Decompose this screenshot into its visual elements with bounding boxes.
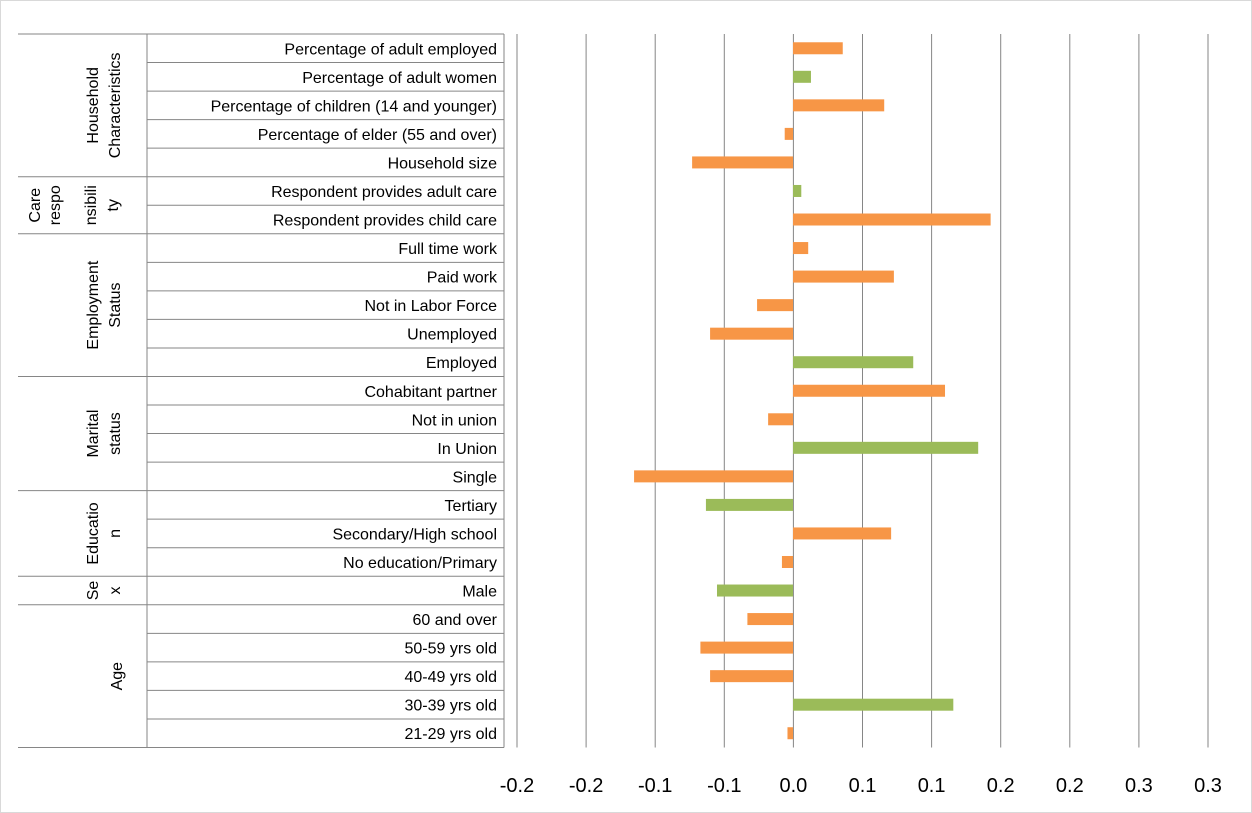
group-labels: Household Characteristics Care respo nsibili… [27, 52, 126, 690]
bar-21 [700, 641, 793, 654]
bar-1 [793, 70, 811, 83]
category-label: Tertiary [445, 498, 497, 515]
bar-12 [793, 384, 946, 397]
category-label: Secondary/High school [332, 526, 497, 543]
group-label: Care [27, 188, 44, 223]
group-label: Age [109, 662, 126, 691]
bar-3 [784, 127, 793, 140]
bar-16 [705, 498, 793, 511]
category-label: Unemployed [407, 327, 497, 344]
x-tick-label: -0.1 [707, 775, 741, 797]
category-label: Paid work [427, 270, 498, 287]
group-label: n [107, 529, 124, 538]
x-tick-label: 0.2 [987, 775, 1015, 797]
x-tick-label: 0.2 [1056, 775, 1084, 797]
group-label: x [107, 587, 124, 595]
group-label: Marital [85, 410, 102, 458]
category-label: In Union [437, 441, 497, 458]
category-label: Household size [388, 155, 498, 172]
group-label: Household [85, 67, 102, 144]
category-label: Not in union [412, 412, 497, 429]
bar-19 [716, 584, 793, 597]
x-tick-label: 0.3 [1194, 775, 1222, 797]
bars [634, 42, 991, 740]
category-label: Percentage of adult women [302, 70, 497, 87]
group-label: ty [105, 199, 122, 211]
group-label: Characteristics [107, 52, 124, 158]
category-label: Percentage of elder (55 and over) [258, 127, 497, 144]
bar-13 [768, 413, 793, 426]
x-tick-label: 0.0 [779, 775, 807, 797]
category-label: Percentage of adult employed [284, 41, 497, 58]
category-label: 40-49 yrs old [405, 669, 498, 686]
gridlines [516, 34, 1209, 748]
category-label: Male [462, 584, 497, 601]
x-tick-label: -0.2 [569, 775, 603, 797]
category-label: Full time work [398, 241, 498, 258]
group-label: nsibili [83, 185, 100, 225]
category-label: No education/Primary [343, 555, 497, 572]
group-label: Status [107, 282, 124, 327]
category-label: 50-59 yrs old [405, 641, 498, 658]
category-label: Cohabitant partner [364, 384, 497, 401]
x-tick-label: 0.3 [1125, 775, 1153, 797]
bar-4 [692, 156, 793, 169]
bar-23 [793, 698, 954, 711]
bar-7 [793, 242, 809, 255]
bar-14 [793, 441, 979, 454]
category-label: 21-29 yrs old [405, 726, 498, 743]
x-tick-label: -0.1 [638, 775, 672, 797]
category-label: Not in Labor Force [364, 298, 497, 315]
bar-17 [793, 527, 892, 540]
bar-22 [710, 670, 793, 683]
category-label: 60 and over [412, 612, 497, 629]
category-label: Respondent provides adult care [271, 184, 497, 201]
x-tick-label: 0.1 [849, 775, 877, 797]
bar-20 [747, 613, 793, 626]
x-tick-labels: -0.2 -0.2 -0.1 -0.1 0.0 0.1 0.1 0.2 0.2 0.3 0.3 [500, 775, 1222, 797]
bar-5 [793, 184, 802, 197]
group-label: Employment [85, 260, 102, 349]
group-label: respo [47, 185, 64, 225]
bar-6 [793, 213, 991, 226]
x-tick-label: 0.1 [918, 775, 946, 797]
bar-9 [757, 299, 793, 312]
group-label: Se [85, 581, 102, 601]
bar-8 [793, 270, 894, 283]
category-label: 30-39 yrs old [405, 698, 498, 715]
category-label: Respondent provides child care [273, 213, 497, 230]
bar-24 [787, 727, 793, 740]
bar-18 [781, 555, 793, 568]
group-label: Educatio [85, 502, 102, 564]
bar-0 [793, 42, 843, 55]
category-label: Employed [426, 355, 497, 372]
bar-2 [793, 99, 885, 112]
category-label: Single [453, 469, 498, 486]
bar-10 [710, 327, 793, 340]
category-row-lines [18, 33, 505, 748]
category-label: Percentage of children (14 and younger) [211, 98, 497, 115]
category-labels: Percentage of adult employed Percentage o… [211, 41, 498, 743]
bar-11 [793, 356, 914, 369]
group-label: status [107, 412, 124, 455]
x-tick-label: -0.2 [500, 775, 534, 797]
bar-15 [634, 470, 793, 483]
